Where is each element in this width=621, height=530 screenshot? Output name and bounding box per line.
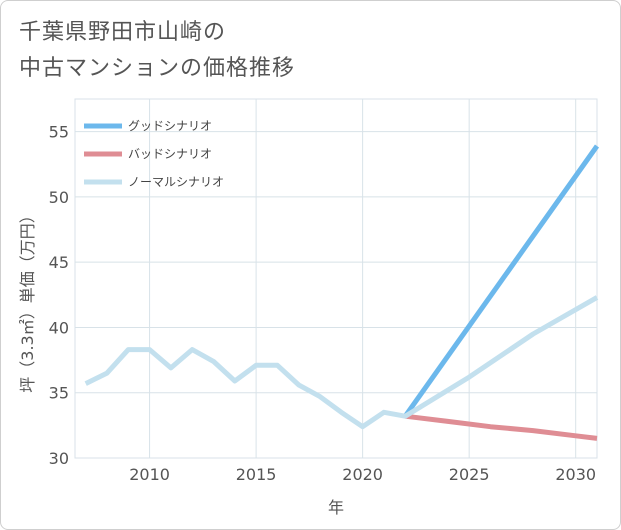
y-tick-label-35: 35 [49, 384, 69, 403]
x-tick-label-2020: 2020 [342, 465, 383, 484]
legend-label-0: グッドシナリオ [128, 119, 212, 133]
y-tick-label-45: 45 [49, 253, 69, 272]
series-group [84, 144, 600, 441]
plot-border [74, 98, 598, 459]
y-axis-title: 坪（3.3㎡）単価（万円） [18, 207, 37, 392]
x-tick-label-2025: 2025 [449, 465, 490, 484]
y-tick-label-40: 40 [49, 318, 69, 337]
legend-label-2: ノーマルシナリオ [128, 175, 224, 189]
chart-title-line2: 中古マンションの価格推移 [19, 56, 296, 81]
x-tick-label-2010: 2010 [129, 465, 170, 484]
x-tick-label-2015: 2015 [236, 465, 277, 484]
series-line-2 [84, 295, 599, 430]
y-tick-label-50: 50 [49, 188, 69, 207]
y-tick-label-30: 30 [49, 449, 69, 468]
grid [75, 99, 597, 459]
series-line-0 [403, 144, 600, 418]
series-line-1 [404, 413, 598, 441]
chart-title: 千葉県野田市山崎の 中古マンションの価格推移 [19, 15, 295, 87]
x-tick-label-2030: 2030 [555, 465, 596, 484]
tick-labels: 2010 2015 2020 2025 2030 30 35 40 45 50 55 [49, 123, 596, 484]
legend-label-1: バッドシナリオ [128, 147, 212, 161]
x-axis-title: 年 [328, 498, 344, 517]
y-tick-label-55: 55 [49, 123, 69, 142]
plot-area [75, 99, 597, 458]
chart-title-line1: 千葉県野田市山崎の [19, 20, 227, 45]
